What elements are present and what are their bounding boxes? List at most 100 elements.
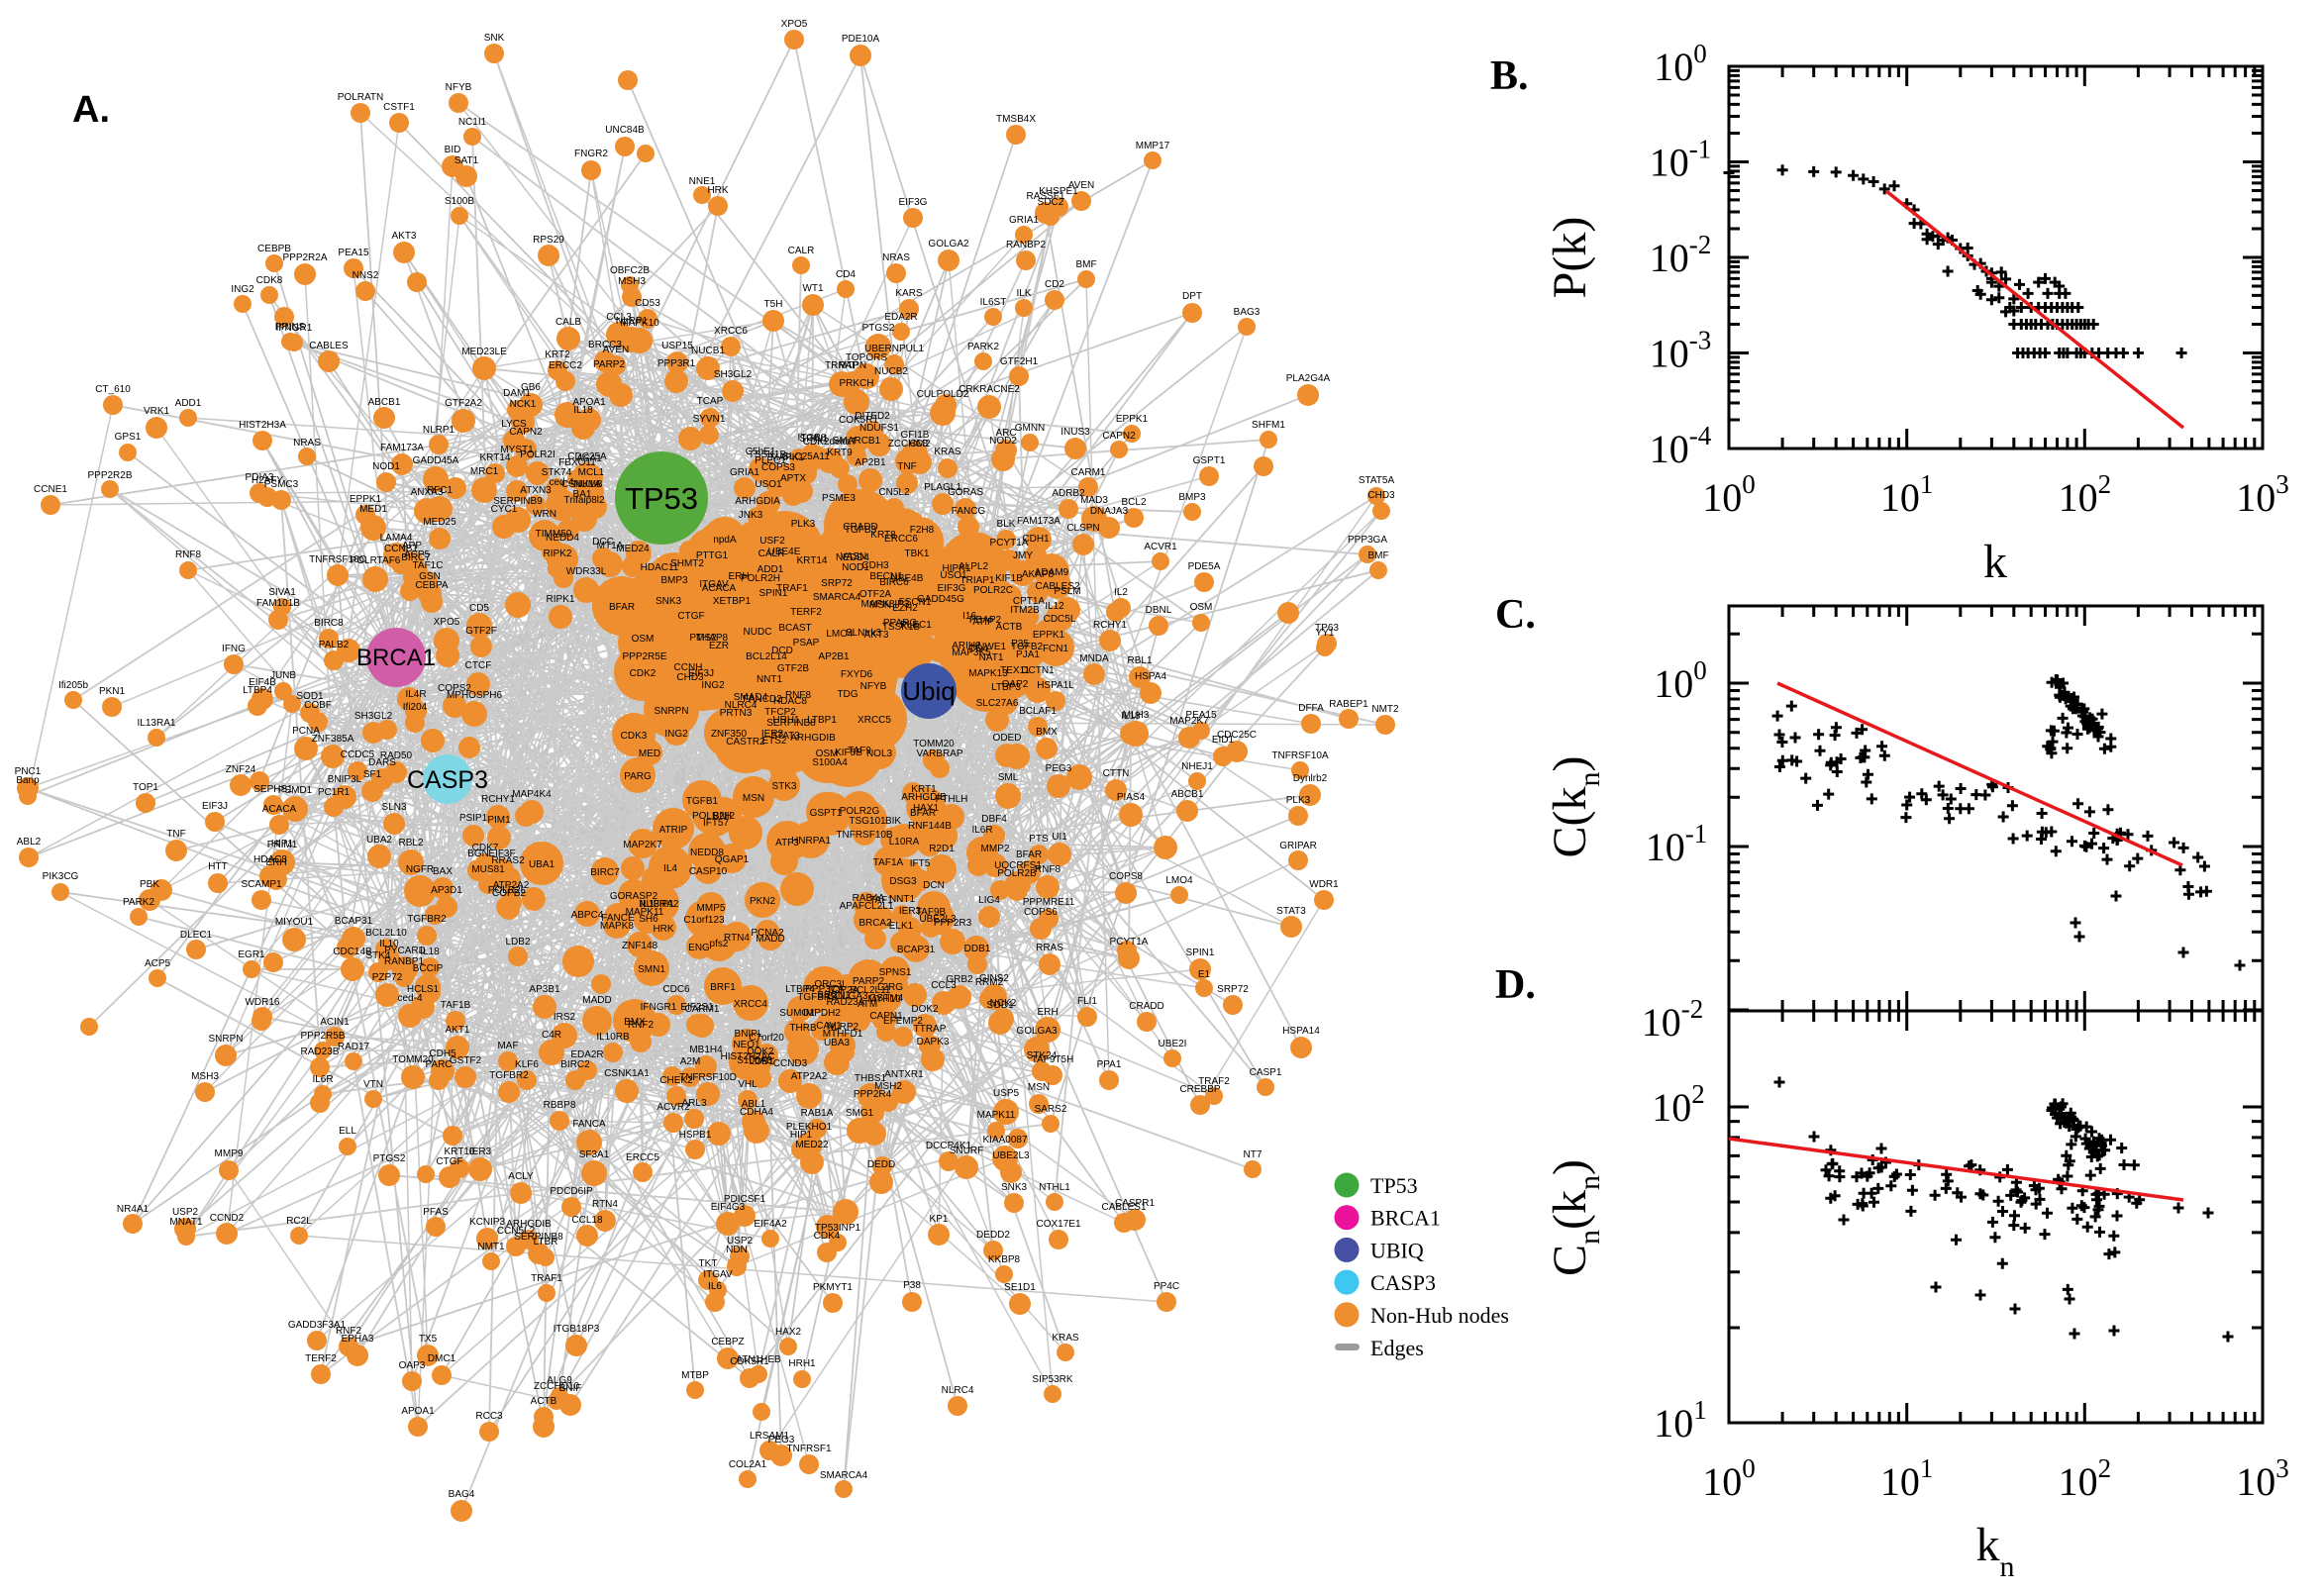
svg-text:SLC27A6: SLC27A6 <box>976 698 1019 709</box>
svg-text:HRK: HRK <box>653 924 673 935</box>
svg-text:CCND3: CCND3 <box>773 1058 808 1069</box>
svg-text:COPS2: COPS2 <box>438 683 471 694</box>
svg-text:TCAP: TCAP <box>697 396 724 407</box>
svg-text:DDB1: DDB1 <box>964 944 991 954</box>
svg-text:TOMM20: TOMM20 <box>392 1054 434 1065</box>
svg-text:BID: BID <box>445 145 461 155</box>
svg-text:NOD1: NOD1 <box>842 562 869 573</box>
svg-text:COPS3: COPS3 <box>761 462 795 473</box>
svg-text:CD2: CD2 <box>1045 279 1064 290</box>
svg-text:AP3D1: AP3D1 <box>431 885 462 896</box>
svg-text:TP53: TP53 <box>1370 1173 1418 1198</box>
svg-text:LTBP1: LTBP1 <box>807 715 837 726</box>
svg-text:NNT1: NNT1 <box>757 674 783 685</box>
svg-text:MTBP: MTBP <box>681 1370 709 1381</box>
svg-text:COPS6: COPS6 <box>1024 907 1058 918</box>
svg-text:ZNF24: ZNF24 <box>226 764 256 775</box>
svg-text:OSM: OSM <box>632 634 655 645</box>
svg-text:DBF4: DBF4 <box>981 814 1007 825</box>
svg-text:DSG3: DSG3 <box>889 876 917 887</box>
svg-text:RTN4: RTN4 <box>592 1199 618 1210</box>
svg-text:PLEC1: PLEC1 <box>755 455 786 466</box>
svg-text:MUS81: MUS81 <box>471 864 505 875</box>
svg-text:NOD1: NOD1 <box>372 461 400 472</box>
svg-text:ARL3: ARL3 <box>681 1098 706 1109</box>
svg-text:XPO5: XPO5 <box>781 19 808 30</box>
svg-text:PARP2: PARP2 <box>853 976 884 987</box>
svg-text:CDK3: CDK3 <box>621 731 648 742</box>
svg-text:SLN3: SLN3 <box>381 802 406 813</box>
svg-text:OTF2A: OTF2A <box>859 589 892 600</box>
svg-text:CALR: CALR <box>758 549 785 559</box>
svg-text:ADD1: ADD1 <box>758 564 784 575</box>
svg-text:KRT14: KRT14 <box>797 555 828 566</box>
svg-text:CCL3: CCL3 <box>606 312 632 323</box>
svg-text:LTBP4: LTBP4 <box>243 685 272 696</box>
svg-text:ERCC6: ERCC6 <box>884 534 918 545</box>
svg-text:BCLAF1: BCLAF1 <box>1019 706 1057 717</box>
svg-text:SMARCA4: SMARCA4 <box>820 1470 868 1481</box>
svg-text:APOA1: APOA1 <box>572 397 606 408</box>
svg-text:NUCB1: NUCB1 <box>691 346 725 356</box>
svg-text:CCND2: CCND2 <box>210 1213 245 1224</box>
svg-text:KHSPE1: KHSPE1 <box>1039 186 1078 197</box>
svg-text:PSIP1: PSIP1 <box>459 813 488 824</box>
svg-text:USO1: USO1 <box>940 570 967 581</box>
svg-text:ELL: ELL <box>339 1126 356 1137</box>
svg-text:NDUFS1: NDUFS1 <box>859 423 899 434</box>
svg-text:PRKCH: PRKCH <box>839 378 873 389</box>
svg-text:FLI1: FLI1 <box>1077 996 1097 1007</box>
svg-text:P(k): P(k) <box>1544 217 1596 299</box>
svg-text:HIP1: HIP1 <box>790 1130 813 1141</box>
svg-text:COX17E1: COX17E1 <box>1036 1219 1080 1230</box>
svg-text:SNK3: SNK3 <box>1001 1182 1028 1193</box>
svg-text:BA1: BA1 <box>573 489 592 500</box>
svg-text:TAF1: TAF1 <box>869 895 893 906</box>
svg-text:PPPMRE11: PPPMRE11 <box>1023 897 1075 908</box>
svg-text:BFAR: BFAR <box>1016 849 1042 860</box>
svg-text:Ifi205b: Ifi205b <box>58 680 88 691</box>
svg-text:VRK1: VRK1 <box>144 406 170 417</box>
svg-text:GOLGA2: GOLGA2 <box>928 239 969 249</box>
svg-text:DFFA: DFFA <box>1298 703 1324 714</box>
svg-text:Tnfaip8l2: Tnfaip8l2 <box>563 495 605 506</box>
svg-text:MAPK13: MAPK13 <box>968 668 1008 679</box>
svg-text:GINS2: GINS2 <box>979 973 1009 984</box>
svg-text:TTRAP: TTRAP <box>914 1024 947 1035</box>
svg-text:VARBRAP: VARBRAP <box>916 748 962 759</box>
svg-text:WRN: WRN <box>533 509 556 520</box>
svg-text:AP2B1: AP2B1 <box>855 457 886 468</box>
svg-text:BIRC8: BIRC8 <box>314 618 344 629</box>
svg-text:CASTR2: CASTR2 <box>726 737 765 748</box>
svg-text:BECN1: BECN1 <box>817 990 851 1001</box>
svg-text:NDN: NDN <box>726 1245 748 1255</box>
svg-text:HCLS1: HCLS1 <box>407 984 440 995</box>
svg-text:CTGF: CTGF <box>677 611 704 622</box>
svg-text:SLNtrk3: SLNtrk3 <box>846 628 882 639</box>
svg-text:PZP72: PZP72 <box>372 972 403 983</box>
svg-text:PDIA3: PDIA3 <box>246 472 274 483</box>
svg-text:POLR2C: POLR2C <box>973 585 1013 596</box>
svg-text:MAPK8: MAPK8 <box>600 921 634 932</box>
svg-text:BNIP3L: BNIP3L <box>328 774 362 785</box>
svg-text:KCNIP3: KCNIP3 <box>469 1217 506 1228</box>
svg-text:PCYT1A: PCYT1A <box>990 538 1029 549</box>
svg-text:NLRC4: NLRC4 <box>942 1385 974 1396</box>
svg-text:EIF3F: EIF3F <box>488 848 515 859</box>
svg-text:PLK3: PLK3 <box>791 519 816 530</box>
svg-text:ACTB: ACTB <box>531 1396 557 1407</box>
svg-text:EGR1: EGR1 <box>238 949 265 960</box>
svg-text:ACLY: ACLY <box>508 1171 534 1182</box>
svg-text:OSM: OSM <box>1190 602 1213 613</box>
svg-text:ODED: ODED <box>993 733 1022 744</box>
svg-text:XETBP1: XETBP1 <box>713 596 752 607</box>
svg-text:SEPHS1: SEPHS1 <box>253 784 293 795</box>
svg-text:CASP1: CASP1 <box>1250 1067 1282 1078</box>
svg-text:MTPN: MTPN <box>839 360 866 371</box>
svg-text:CASPR1: CASPR1 <box>1115 1198 1155 1209</box>
svg-text:PPP2R2A: PPP2R2A <box>282 252 327 263</box>
svg-text:ced-4: ced-4 <box>549 477 573 488</box>
svg-text:ZNF385A: ZNF385A <box>312 734 354 745</box>
svg-text:SIVA1: SIVA1 <box>268 587 296 598</box>
svg-text:SNRPN: SNRPN <box>208 1034 243 1045</box>
